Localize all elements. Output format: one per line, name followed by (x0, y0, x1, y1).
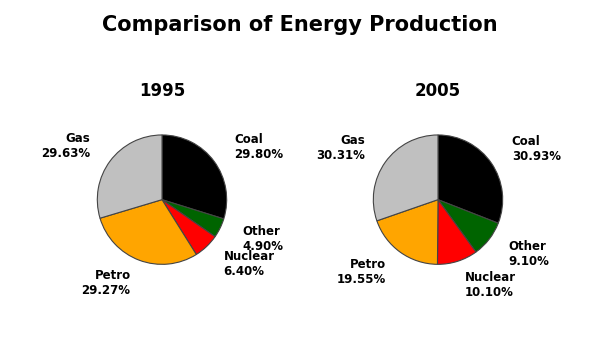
Wedge shape (438, 200, 498, 252)
Wedge shape (100, 200, 196, 264)
Text: Nuclear
10.10%: Nuclear 10.10% (465, 271, 516, 299)
Text: Comparison of Energy Production: Comparison of Energy Production (102, 15, 498, 34)
Wedge shape (373, 135, 438, 221)
Text: Petro
19.55%: Petro 19.55% (337, 258, 386, 286)
Wedge shape (162, 135, 227, 219)
Wedge shape (162, 200, 224, 237)
Wedge shape (97, 135, 162, 218)
Wedge shape (377, 200, 438, 264)
Text: Other
4.90%: Other 4.90% (242, 225, 283, 253)
Wedge shape (438, 135, 503, 223)
Text: Other
9.10%: Other 9.10% (509, 240, 550, 268)
Text: Gas
29.63%: Gas 29.63% (41, 132, 91, 160)
Text: Coal
30.93%: Coal 30.93% (512, 135, 561, 163)
Title: 2005: 2005 (415, 82, 461, 101)
Text: Nuclear
6.40%: Nuclear 6.40% (224, 250, 275, 278)
Title: 1995: 1995 (139, 82, 185, 101)
Wedge shape (162, 200, 215, 254)
Text: Gas
30.31%: Gas 30.31% (316, 134, 365, 162)
Text: Coal
29.80%: Coal 29.80% (234, 133, 283, 161)
Text: Petro
29.27%: Petro 29.27% (82, 269, 131, 297)
Wedge shape (437, 200, 476, 264)
